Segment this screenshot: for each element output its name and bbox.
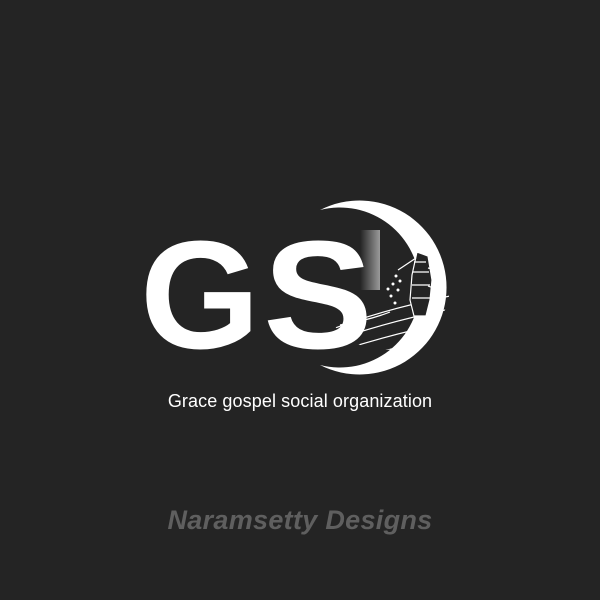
letter-g: G [140, 209, 260, 381]
crescent-ring [320, 200, 447, 375]
tagline: Grace gospel social organization [167, 391, 433, 411]
designer-credit: Naramsetty Designs [167, 505, 433, 535]
letter-s: S [263, 209, 373, 381]
